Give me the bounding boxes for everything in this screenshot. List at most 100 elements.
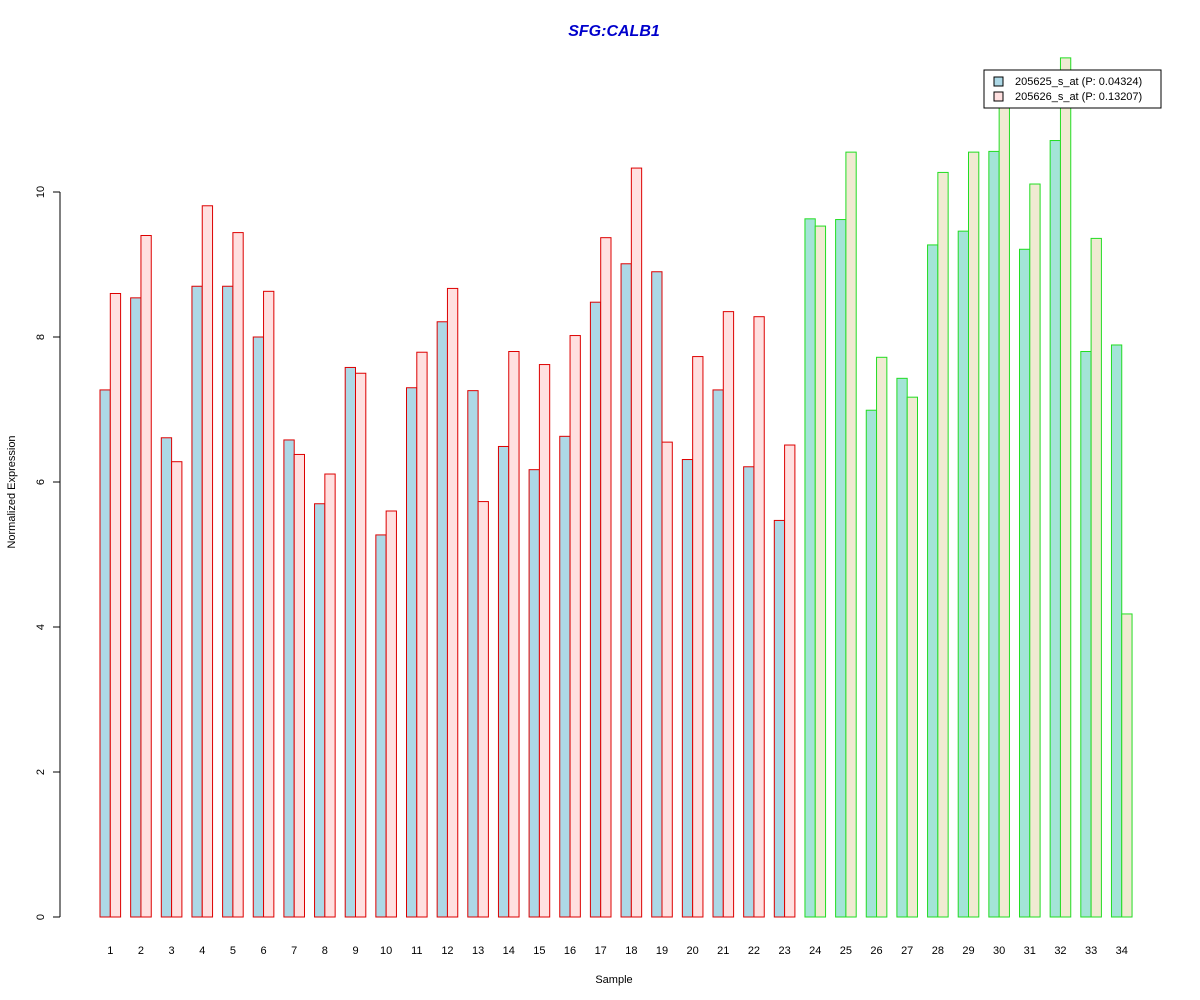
bar-sample-10-series-2 bbox=[385, 510, 397, 918]
bar-sample-1-series-2 bbox=[109, 293, 122, 918]
bar-sample-2-series-2 bbox=[140, 235, 152, 918]
bar-sample-22-series-1 bbox=[743, 466, 755, 918]
bar-sample-20-series-1 bbox=[681, 459, 694, 918]
bar-sample-3-series-2 bbox=[171, 461, 183, 918]
x-tick-label: 23 bbox=[778, 945, 790, 957]
bar-sample-19-series-1 bbox=[651, 271, 663, 918]
bar-sample-21-series-2 bbox=[722, 311, 735, 918]
x-tick-label: 3 bbox=[169, 945, 175, 957]
bar-sample-14-series-2 bbox=[508, 351, 520, 918]
x-tick-label: 4 bbox=[199, 945, 205, 957]
x-tick-label: 25 bbox=[840, 945, 852, 957]
x-tick-label: 9 bbox=[352, 945, 358, 957]
bar-sample-25-series-2 bbox=[845, 151, 857, 918]
y-tick-label: 6 bbox=[35, 479, 47, 485]
bar-sample-7-series-1 bbox=[283, 439, 295, 918]
bar-sample-13-series-2 bbox=[477, 501, 489, 918]
y-tick-label: 4 bbox=[35, 624, 47, 630]
bar-sample-24-series-2 bbox=[814, 225, 827, 918]
bar-sample-5-series-2 bbox=[232, 232, 244, 918]
bar-sample-28-series-2 bbox=[937, 171, 949, 918]
y-tick-label: 0 bbox=[35, 914, 47, 920]
bar-sample-21-series-1 bbox=[712, 389, 724, 918]
bar-sample-7-series-2 bbox=[293, 453, 306, 918]
bar-sample-17-series-2 bbox=[600, 237, 612, 918]
bar-sample-23-series-1 bbox=[773, 519, 786, 918]
x-tick-label: 13 bbox=[472, 945, 484, 957]
x-tick-label: 6 bbox=[260, 945, 266, 957]
legend-swatch-205625 bbox=[993, 76, 1004, 87]
y-tick-label: 10 bbox=[35, 186, 47, 198]
x-tick-label: 29 bbox=[962, 945, 974, 957]
bar-sample-5-series-1 bbox=[222, 285, 234, 918]
x-tick-label: 19 bbox=[656, 945, 668, 957]
bar-sample-11-series-2 bbox=[416, 351, 428, 918]
y-axis-label: Normalized Expression bbox=[6, 435, 18, 548]
bar-sample-26-series-1 bbox=[865, 409, 878, 918]
x-tick-label: 12 bbox=[441, 945, 453, 957]
x-tick-labels: 1 2 3 4 5 6 7 8 9 10 11 12 13 14 15 16 17 18 19 20 21 22 23 24 2… bbox=[107, 945, 1128, 957]
bar-sample-22-series-2 bbox=[753, 316, 765, 918]
bar-sample-8-series-1 bbox=[314, 503, 326, 918]
legend-swatch-205626 bbox=[993, 91, 1004, 102]
x-tick-label: 14 bbox=[503, 945, 515, 957]
x-tick-label: 17 bbox=[595, 945, 607, 957]
bar-sample-30-series-2 bbox=[998, 97, 1010, 918]
bar-sample-10-series-1 bbox=[375, 534, 387, 918]
bar-sample-27-series-1 bbox=[896, 377, 908, 918]
bar-sample-4-series-1 bbox=[191, 285, 203, 918]
x-tick-label: 11 bbox=[411, 945, 422, 957]
x-tick-label: 15 bbox=[533, 945, 545, 957]
bar-sample-17-series-1 bbox=[589, 301, 602, 918]
bar-sample-15-series-2 bbox=[538, 364, 551, 918]
y-tick-label: 2 bbox=[35, 769, 47, 775]
bar-sample-4-series-2 bbox=[201, 205, 214, 918]
x-axis-label: Sample bbox=[595, 974, 632, 986]
legend-box bbox=[983, 69, 1162, 109]
bar-sample-28-series-1 bbox=[927, 244, 939, 918]
x-tick-label: 8 bbox=[322, 945, 328, 957]
bar-sample-16-series-1 bbox=[559, 435, 571, 918]
bar-sample-8-series-2 bbox=[324, 473, 336, 918]
x-tick-label: 7 bbox=[291, 945, 297, 957]
x-tick-label: 31 bbox=[1024, 945, 1036, 957]
bar-sample-6-series-2 bbox=[263, 290, 275, 918]
legend: 205625_s_at (P: 0.04324) 205626_s_at (P:… bbox=[983, 69, 1162, 109]
bar-sample-9-series-1 bbox=[344, 366, 357, 918]
bar-sample-13-series-1 bbox=[467, 390, 479, 918]
bar-sample-25-series-1 bbox=[835, 219, 847, 918]
bar-sample-29-series-2 bbox=[968, 151, 980, 918]
legend-label-205625: 205625_s_at (P: 0.04324) bbox=[1015, 76, 1142, 88]
bar-sample-19-series-2 bbox=[661, 441, 673, 918]
x-tick-label: 34 bbox=[1116, 945, 1128, 957]
x-tick-label: 16 bbox=[564, 945, 576, 957]
bar-sample-24-series-1 bbox=[804, 218, 816, 918]
bar-sample-14-series-1 bbox=[497, 445, 510, 918]
x-tick-label: 24 bbox=[809, 945, 821, 957]
bars bbox=[99, 57, 1133, 918]
bar-sample-18-series-2 bbox=[630, 167, 643, 918]
bar-sample-16-series-2 bbox=[569, 335, 581, 918]
x-tick-label: 28 bbox=[932, 945, 944, 957]
bar-sample-32-series-1 bbox=[1049, 140, 1061, 918]
bar-sample-3-series-1 bbox=[160, 437, 173, 918]
x-tick-label: 5 bbox=[230, 945, 236, 957]
bar-sample-2-series-1 bbox=[130, 297, 142, 918]
x-tick-label: 27 bbox=[901, 945, 913, 957]
x-tick-label: 22 bbox=[748, 945, 760, 957]
bar-sample-9-series-2 bbox=[355, 372, 367, 918]
bar-sample-26-series-2 bbox=[876, 356, 888, 918]
x-tick-label: 32 bbox=[1054, 945, 1066, 957]
bar-sample-1-series-1 bbox=[99, 389, 111, 918]
bar-sample-30-series-1 bbox=[988, 150, 1000, 918]
bar-sample-23-series-2 bbox=[784, 444, 796, 918]
y-axis: 0 2 4 6 8 10 bbox=[35, 186, 61, 920]
bar-sample-34-series-2 bbox=[1121, 613, 1133, 918]
y-tick-label: 8 bbox=[35, 334, 47, 340]
bar-sample-27-series-2 bbox=[906, 396, 919, 918]
bar-sample-15-series-1 bbox=[528, 469, 540, 918]
bar-sample-20-series-2 bbox=[692, 356, 704, 918]
x-tick-label: 33 bbox=[1085, 945, 1097, 957]
x-tick-label: 20 bbox=[687, 945, 699, 957]
